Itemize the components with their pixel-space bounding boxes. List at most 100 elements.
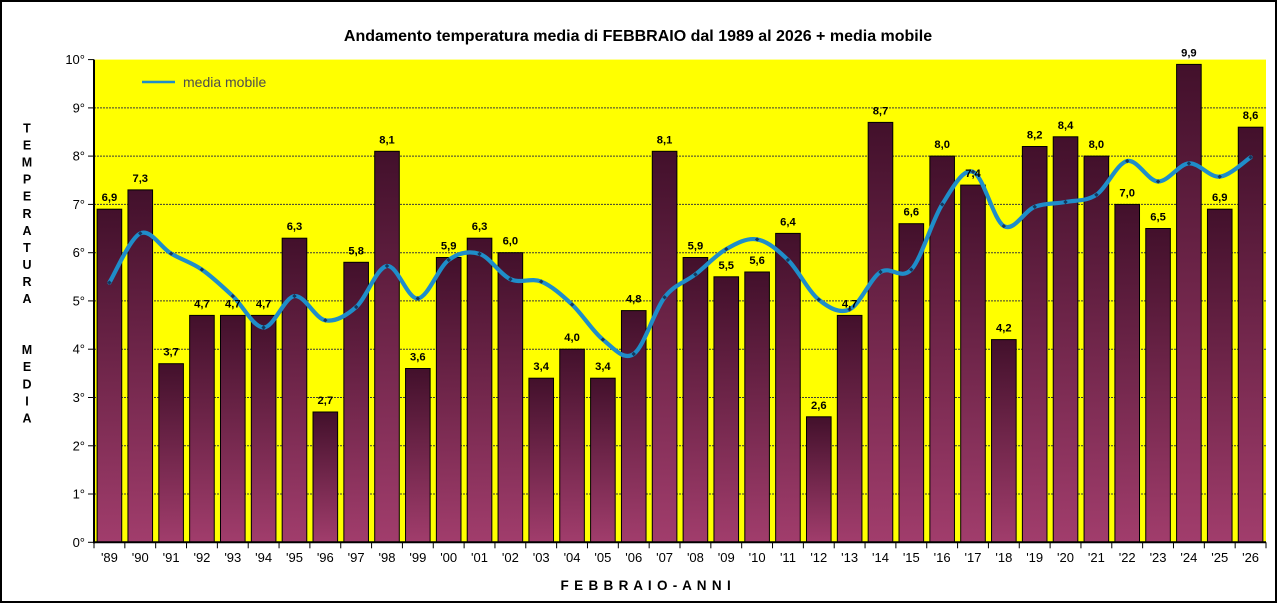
svg-text:6,3: 6,3 <box>472 221 488 233</box>
svg-text:7,3: 7,3 <box>132 173 148 185</box>
svg-text:T: T <box>23 122 31 136</box>
svg-text:'06: '06 <box>625 550 642 565</box>
svg-text:6,5: 6,5 <box>1150 212 1166 224</box>
svg-text:3,7: 3,7 <box>163 347 179 359</box>
svg-text:'18: '18 <box>995 550 1012 565</box>
svg-text:'25: '25 <box>1211 550 1228 565</box>
svg-text:3°: 3° <box>73 390 85 405</box>
svg-text:4,7: 4,7 <box>842 298 858 310</box>
svg-text:7,0: 7,0 <box>1119 187 1135 199</box>
svg-text:'15: '15 <box>903 550 920 565</box>
svg-text:'98: '98 <box>379 550 396 565</box>
svg-text:'13: '13 <box>841 550 858 565</box>
svg-text:Andamento temperatura media di: Andamento temperatura media di FEBBRAIO … <box>344 28 932 45</box>
svg-text:'11: '11 <box>780 550 796 565</box>
svg-text:U: U <box>22 258 31 272</box>
svg-text:'03: '03 <box>533 550 550 565</box>
svg-text:'92: '92 <box>193 550 210 565</box>
svg-text:P: P <box>23 173 31 187</box>
svg-text:6°: 6° <box>73 245 85 260</box>
svg-text:8°: 8° <box>73 149 85 164</box>
svg-text:'89: '89 <box>101 550 118 565</box>
svg-text:5°: 5° <box>73 293 85 308</box>
svg-text:E: E <box>23 360 31 374</box>
svg-text:media mobile: media mobile <box>183 74 266 90</box>
svg-text:'04: '04 <box>564 550 581 565</box>
svg-text:'91: '91 <box>163 550 180 565</box>
svg-text:'21: '21 <box>1088 550 1105 565</box>
svg-text:4,7: 4,7 <box>256 298 272 310</box>
svg-text:A: A <box>22 411 31 425</box>
svg-text:10°: 10° <box>65 52 85 67</box>
svg-text:'23: '23 <box>1150 550 1167 565</box>
svg-text:5,8: 5,8 <box>348 245 364 257</box>
svg-text:A: A <box>22 224 31 238</box>
svg-text:'96: '96 <box>317 550 334 565</box>
svg-text:9°: 9° <box>73 100 85 115</box>
svg-text:'20: '20 <box>1057 550 1074 565</box>
svg-text:2,7: 2,7 <box>318 395 334 407</box>
svg-text:4,7: 4,7 <box>225 298 241 310</box>
svg-text:D: D <box>22 377 31 391</box>
svg-text:'95: '95 <box>286 550 303 565</box>
svg-text:4,0: 4,0 <box>564 332 580 344</box>
svg-text:'17: '17 <box>965 550 982 565</box>
svg-text:F E B B R A I O - A N N I: F E B B R A I O - A N N I <box>561 578 732 593</box>
svg-text:'12: '12 <box>810 550 827 565</box>
svg-text:M: M <box>22 156 32 170</box>
svg-text:8,7: 8,7 <box>873 105 889 117</box>
svg-text:E: E <box>23 190 31 204</box>
svg-text:M: M <box>22 343 32 357</box>
svg-text:6,3: 6,3 <box>287 221 303 233</box>
svg-text:8,6: 8,6 <box>1243 110 1259 122</box>
svg-text:'02: '02 <box>502 550 519 565</box>
svg-text:'07: '07 <box>656 550 673 565</box>
svg-text:5,9: 5,9 <box>688 241 704 253</box>
svg-text:4,7: 4,7 <box>194 298 210 310</box>
svg-text:'26: '26 <box>1242 550 1259 565</box>
svg-text:7,4: 7,4 <box>965 168 981 180</box>
svg-text:T: T <box>23 241 31 255</box>
svg-text:E: E <box>23 139 31 153</box>
svg-text:'14: '14 <box>872 550 889 565</box>
svg-text:7°: 7° <box>73 197 85 212</box>
svg-text:5,6: 5,6 <box>749 255 765 267</box>
svg-text:'19: '19 <box>1026 550 1043 565</box>
svg-text:'09: '09 <box>718 550 735 565</box>
svg-text:'22: '22 <box>1119 550 1136 565</box>
svg-text:'90: '90 <box>132 550 149 565</box>
svg-text:6,9: 6,9 <box>1212 192 1228 204</box>
svg-text:'94: '94 <box>255 550 272 565</box>
svg-text:8,1: 8,1 <box>379 134 395 146</box>
svg-text:6,6: 6,6 <box>904 207 920 219</box>
svg-text:'08: '08 <box>687 550 704 565</box>
svg-text:I: I <box>25 394 28 408</box>
svg-text:'05: '05 <box>594 550 611 565</box>
svg-text:4,8: 4,8 <box>626 294 642 306</box>
svg-text:8,0: 8,0 <box>1089 139 1105 151</box>
svg-text:8,1: 8,1 <box>657 134 673 146</box>
svg-text:8,0: 8,0 <box>934 139 950 151</box>
svg-text:6,0: 6,0 <box>503 236 519 248</box>
svg-text:'01: '01 <box>471 550 488 565</box>
svg-text:3,4: 3,4 <box>595 361 611 373</box>
svg-text:'97: '97 <box>348 550 365 565</box>
svg-text:6,9: 6,9 <box>102 192 118 204</box>
svg-text:1°: 1° <box>73 487 85 502</box>
svg-text:R: R <box>22 207 31 221</box>
svg-text:8,4: 8,4 <box>1058 120 1074 132</box>
svg-text:5,9: 5,9 <box>441 241 457 253</box>
svg-text:4,2: 4,2 <box>996 323 1012 335</box>
svg-text:'24: '24 <box>1180 550 1197 565</box>
svg-text:3,6: 3,6 <box>410 352 426 364</box>
svg-text:2,6: 2,6 <box>811 400 827 412</box>
svg-text:A: A <box>22 292 31 306</box>
svg-text:R: R <box>22 275 31 289</box>
svg-text:3,4: 3,4 <box>533 361 549 373</box>
svg-text:2°: 2° <box>73 438 85 453</box>
svg-text:'16: '16 <box>934 550 951 565</box>
svg-text:5,5: 5,5 <box>718 260 734 272</box>
svg-text:'10: '10 <box>749 550 766 565</box>
svg-text:0°: 0° <box>73 535 85 550</box>
svg-text:4°: 4° <box>73 342 85 357</box>
